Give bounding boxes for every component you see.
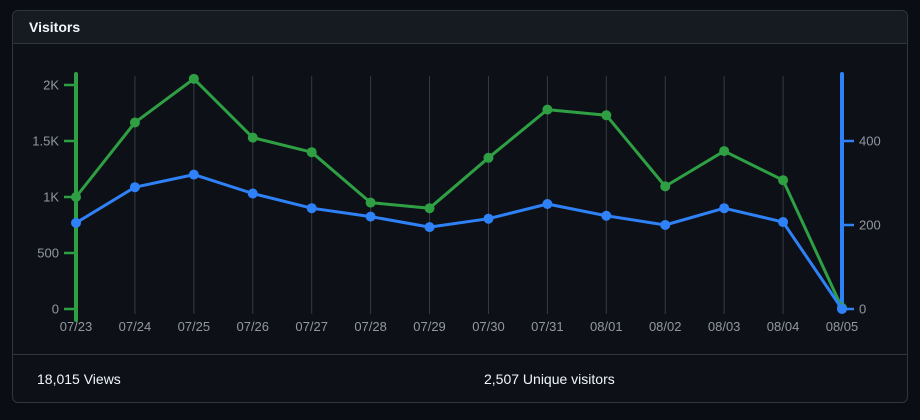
x-tick-label: 07/30 (472, 319, 505, 334)
x-tick-label: 08/03 (708, 319, 741, 334)
unique-visitors-point[interactable] (129, 182, 140, 193)
views-point[interactable] (424, 203, 435, 214)
views-point[interactable] (542, 104, 553, 115)
y-tick-label-left: 1.5K (32, 134, 59, 149)
x-tick-label: 07/27 (295, 319, 328, 334)
unique-visitors-point[interactable] (424, 222, 435, 233)
x-tick-label: 07/26 (236, 319, 269, 334)
visitors-card: Visitors 07/23 07/24 07/25 07/26 07/27 07/28 0… (12, 10, 908, 403)
views-point[interactable] (660, 181, 671, 192)
views-point[interactable] (601, 110, 612, 121)
unique-visitors-point[interactable] (837, 304, 847, 314)
views-point[interactable] (247, 132, 258, 143)
unique-visitors-point[interactable] (71, 217, 81, 228)
x-tick-label: 07/24 (119, 319, 152, 334)
x-tick-label: 07/29 (413, 319, 446, 334)
views-line (74, 77, 844, 310)
y-tick-label-left: 500 (37, 246, 59, 261)
y-tick-label-left: 1K (43, 190, 59, 205)
unique-visitors-point[interactable] (188, 169, 199, 180)
views-point[interactable] (778, 175, 789, 186)
unique-visitors-point[interactable] (306, 203, 317, 214)
views-point[interactable] (129, 117, 140, 128)
y-tick-label-right: 400 (859, 134, 881, 149)
y-tick-label-right: 0 (859, 302, 866, 317)
unique-visitors-point[interactable] (542, 199, 553, 209)
y-tick-label-right: 200 (859, 218, 881, 233)
views-point[interactable] (306, 147, 317, 158)
unique-visitors-total: 2,507 Unique visitors (484, 370, 615, 387)
x-tick-label: 07/23 (60, 319, 93, 334)
chart-area: 07/23 07/24 07/25 07/26 07/27 07/28 07/29 07/30… (13, 44, 907, 354)
card-title: Visitors (29, 19, 81, 35)
views-point[interactable] (71, 192, 81, 202)
card-footer: 18,015 Views 2,507 Unique visitors (13, 354, 907, 402)
x-tick-label: 07/31 (531, 319, 564, 334)
unique-visitors-point[interactable] (247, 188, 258, 199)
views-total: 18,015 Views (37, 370, 121, 387)
x-tick-label: 07/25 (178, 319, 211, 334)
x-tick-label: 08/04 (767, 319, 800, 334)
x-tick-label: 07/28 (354, 319, 387, 334)
unique-visitors-point[interactable] (601, 210, 612, 221)
unique-visitors-point[interactable] (483, 213, 494, 224)
views-point[interactable] (719, 146, 730, 157)
unique-visitors-point[interactable] (778, 217, 789, 228)
y-tick-label-left: 0 (52, 302, 59, 317)
views-point[interactable] (365, 197, 376, 208)
x-tick-label: 08/02 (649, 319, 682, 334)
card-header: Visitors (13, 11, 907, 44)
x-tick-label: 08/05 (826, 319, 859, 334)
unique-visitors-line (74, 173, 844, 311)
views-point[interactable] (188, 73, 199, 84)
y-tick-label-left: 2K (43, 78, 59, 93)
unique-visitors-point[interactable] (365, 211, 376, 222)
views-point[interactable] (483, 152, 494, 163)
unique-visitors-point[interactable] (660, 220, 671, 230)
unique-visitors-point[interactable] (719, 203, 730, 214)
visitors-line-chart: 07/23 07/24 07/25 07/26 07/27 07/28 07/29 07/30… (32, 72, 881, 334)
x-tick-label: 08/01 (590, 319, 623, 334)
